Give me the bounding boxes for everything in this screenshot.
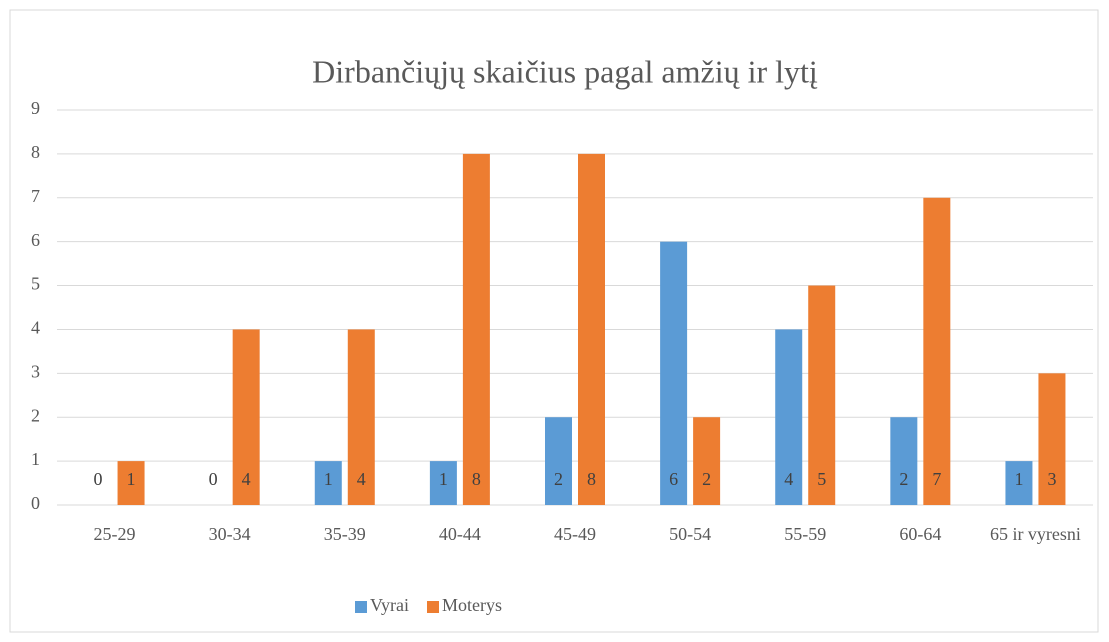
bar bbox=[775, 329, 803, 505]
bar bbox=[545, 417, 572, 505]
y-tick-label: 5 bbox=[31, 274, 40, 294]
data-label: 2 bbox=[554, 469, 563, 489]
legend-swatch bbox=[427, 601, 439, 613]
x-tick-label: 65 ir vyresni bbox=[989, 524, 1081, 544]
data-label: 0 bbox=[209, 469, 218, 489]
bar bbox=[429, 461, 457, 505]
data-label: 8 bbox=[472, 469, 481, 489]
bar bbox=[660, 241, 688, 505]
bar bbox=[462, 153, 490, 505]
chart-title: Dirbančiųjų skaičius pagal amžių ir lytį bbox=[312, 53, 818, 89]
bar bbox=[693, 417, 721, 505]
data-label: 8 bbox=[587, 469, 596, 489]
data-label: 1 bbox=[1014, 469, 1023, 489]
bar bbox=[347, 329, 375, 505]
data-label: 4 bbox=[242, 469, 251, 489]
legend-label: Moterys bbox=[442, 595, 502, 615]
legend-label: Vyrai bbox=[370, 595, 409, 615]
bar bbox=[1038, 373, 1066, 505]
data-label: 1 bbox=[324, 469, 333, 489]
y-tick-label: 3 bbox=[31, 361, 40, 381]
x-tick-label: 50-54 bbox=[669, 524, 712, 544]
data-label: 6 bbox=[669, 469, 678, 489]
y-tick-label: 7 bbox=[31, 186, 40, 206]
bar bbox=[117, 461, 145, 505]
data-label: 2 bbox=[899, 469, 908, 489]
y-tick-label: 2 bbox=[31, 405, 40, 425]
bar bbox=[890, 417, 918, 505]
data-label: 1 bbox=[127, 469, 136, 489]
x-tick-label: 45-49 bbox=[554, 524, 596, 544]
data-label: 1 bbox=[439, 469, 448, 489]
y-tick-label: 9 bbox=[31, 98, 40, 118]
x-tick-label: 30-34 bbox=[208, 524, 251, 544]
data-label: 4 bbox=[784, 469, 793, 489]
x-tick-label: 35-39 bbox=[323, 524, 366, 544]
data-label: 4 bbox=[357, 469, 366, 489]
bar bbox=[1005, 461, 1033, 505]
bar bbox=[232, 329, 260, 505]
bar bbox=[314, 461, 342, 505]
bar bbox=[923, 197, 951, 505]
data-label: 7 bbox=[932, 469, 941, 489]
chart-border bbox=[9, 9, 1099, 633]
x-tick-label: 60-64 bbox=[899, 524, 942, 544]
y-tick-label: 1 bbox=[31, 449, 40, 469]
x-tick-label: 25-29 bbox=[93, 524, 136, 544]
bar bbox=[808, 285, 836, 505]
y-tick-label: 4 bbox=[31, 318, 40, 338]
y-tick-label: 0 bbox=[31, 493, 40, 513]
x-tick-label: 40-44 bbox=[438, 524, 481, 544]
data-label: 3 bbox=[1047, 469, 1056, 489]
y-tick-label: 6 bbox=[31, 230, 40, 250]
legend-swatch bbox=[355, 601, 367, 613]
bar bbox=[578, 153, 605, 505]
y-tick-label: 8 bbox=[31, 142, 40, 162]
data-label: 2 bbox=[702, 469, 711, 489]
data-label: 0 bbox=[94, 469, 103, 489]
data-label: 5 bbox=[817, 469, 826, 489]
x-tick-label: 55-59 bbox=[784, 524, 827, 544]
